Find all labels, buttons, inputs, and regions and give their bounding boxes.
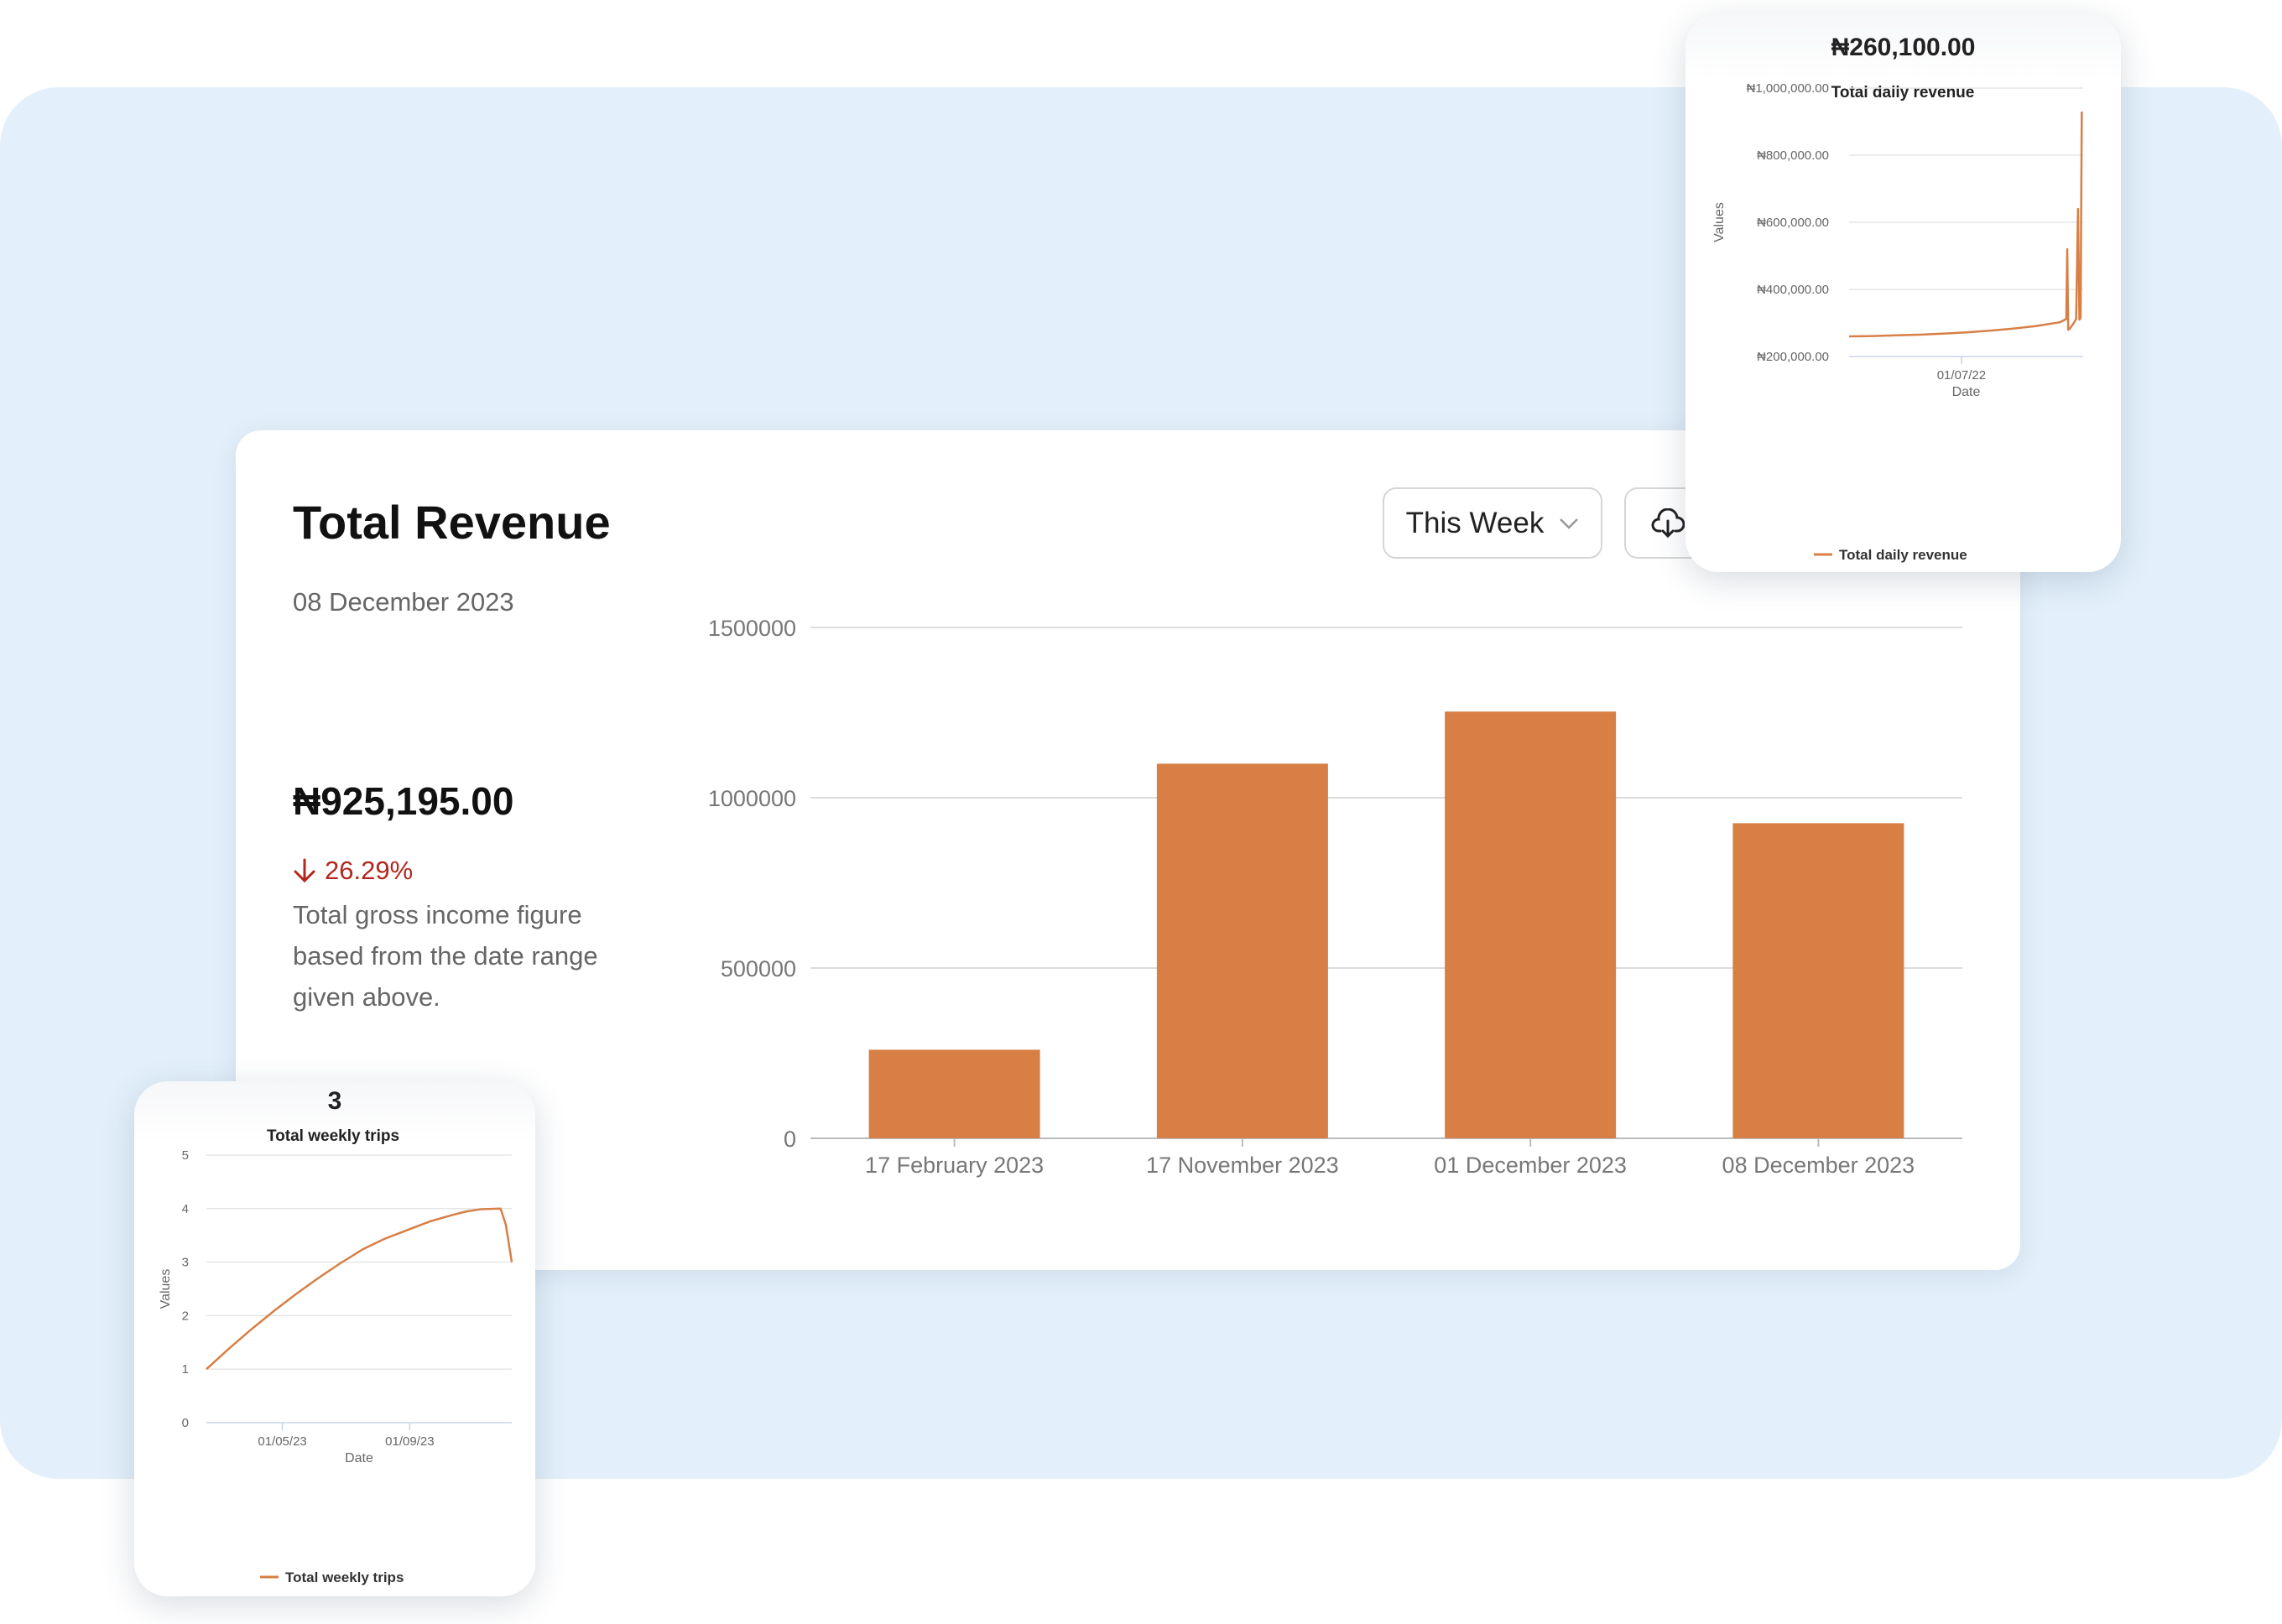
x-tick-label: 01/09/23 <box>385 1434 434 1449</box>
daily-revenue-chart: Total daily revenue ₦200,000.00 ₦400,000.0… <box>1712 81 2083 563</box>
y-tick-label: ₦200,000.00 <box>1757 350 1829 364</box>
revenue-description: Total gross income figure based from the… <box>293 900 598 1012</box>
revenue-amount: ₦925,195.00 <box>293 779 514 823</box>
y-tick-label: 1 <box>182 1362 189 1377</box>
weekly-trips-value: 3 <box>327 1087 342 1115</box>
x-axis-label: Date <box>1952 385 1981 399</box>
revenue-change: 26.29% <box>293 856 413 886</box>
chart-title: Total daily revenue <box>1831 84 1975 102</box>
y-tick-label: 2 <box>182 1309 189 1323</box>
bar <box>1156 763 1328 1138</box>
bar <box>1732 823 1904 1138</box>
y-tick-label: 3 <box>182 1256 189 1270</box>
x-tick-label: 17 February 2023 <box>865 1153 1044 1178</box>
y-tick-label: ₦400,000.00 <box>1757 283 1829 297</box>
y-tick-label: 0 <box>182 1416 189 1430</box>
y-tick-label: ₦1,000,000.00 <box>1747 81 1829 96</box>
daily-revenue-card <box>1685 14 2121 572</box>
y-tick-label: 5 <box>182 1148 189 1163</box>
change-percent: 26.29% <box>325 856 414 885</box>
revenue-date: 08 December 2023 <box>293 587 514 617</box>
weekly-trips-card <box>134 1081 535 1596</box>
legend-label: Total weekly trips <box>285 1569 404 1585</box>
x-tick-label: 01 December 2023 <box>1434 1153 1627 1178</box>
chevron-down-icon <box>1560 518 1579 529</box>
weekly-trips-chart: Total weekly trips 0 1 2 3 4 5 01/05/23 01/09/23… <box>159 1127 513 1585</box>
y-tick-label: 1000000 <box>708 786 796 811</box>
y-tick-label: ₦600,000.00 <box>1757 216 1829 230</box>
arrow-down-icon <box>294 858 315 883</box>
revenue-bar-chart: 0 500000 1000000 1500000 17 February 2023 17 … <box>708 616 1962 1178</box>
y-tick-label: 500000 <box>721 956 796 981</box>
date-range-select[interactable]: This Week <box>1383 487 1602 559</box>
page-title: Total Revenue <box>293 496 611 549</box>
y-tick-label: 4 <box>182 1202 189 1216</box>
series-line <box>1848 111 2083 338</box>
x-tick-label: 08 December 2023 <box>1722 1153 1915 1178</box>
x-axis-label: Date <box>345 1451 373 1465</box>
y-tick-label: 0 <box>784 1127 796 1152</box>
y-tick-label: 1500000 <box>708 616 796 641</box>
date-range-value: This Week <box>1405 506 1545 539</box>
x-tick-label: 17 November 2023 <box>1146 1153 1339 1178</box>
x-tick-label: 01/05/23 <box>258 1434 306 1449</box>
bar <box>868 1049 1040 1138</box>
legend-label: Total daily revenue <box>1839 547 1967 563</box>
series-line <box>206 1207 513 1371</box>
bar <box>1445 711 1617 1138</box>
daily-revenue-value: ₦260,100.00 <box>1831 34 1976 61</box>
chart-title: Total weekly trips <box>267 1127 399 1145</box>
y-tick-label: ₦800,000.00 <box>1757 148 1829 163</box>
y-axis-label: Values <box>159 1269 173 1309</box>
y-axis-label: Values <box>1712 202 1727 242</box>
x-tick-label: 01/07/22 <box>1937 368 1986 383</box>
cloud-download-icon <box>1651 508 1685 538</box>
